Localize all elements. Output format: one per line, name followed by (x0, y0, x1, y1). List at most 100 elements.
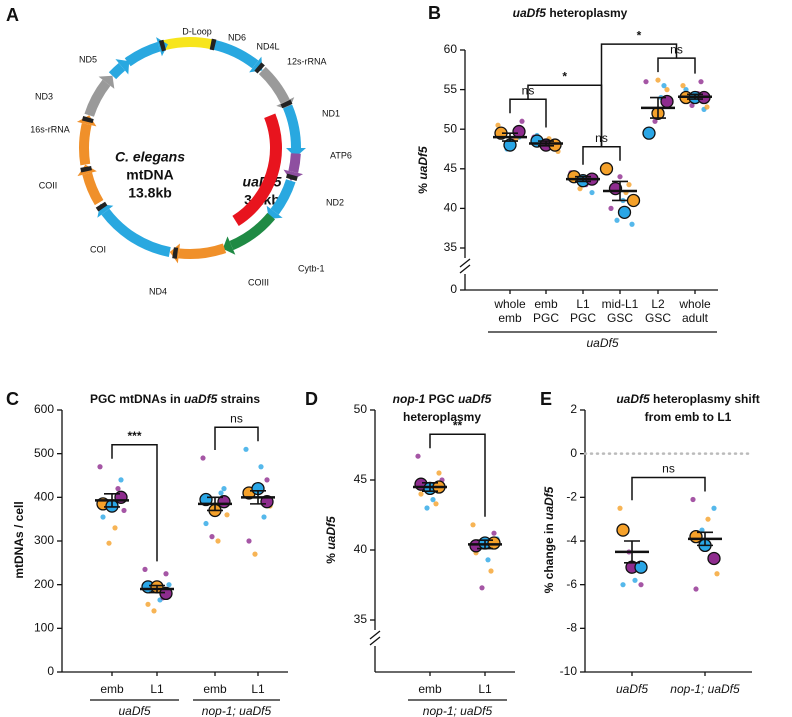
replicate-dot (614, 217, 620, 223)
replicate-dot (252, 551, 258, 557)
y-tick-label: 600 (34, 402, 54, 416)
error-bar (207, 496, 223, 512)
replicate-dot (690, 496, 696, 503)
error-bar (477, 539, 493, 550)
y-tick-label: 55 (444, 82, 458, 96)
chart-title-part: strains (217, 392, 260, 406)
gene-arrowhead (283, 169, 304, 181)
replicate-dot (704, 104, 710, 110)
error-bar (250, 489, 266, 505)
gene-arc (229, 212, 276, 251)
chart-title-part: heteroplasmy (403, 410, 481, 424)
x-tick-label: L2 (651, 297, 665, 311)
gene-label: ATP6 (330, 150, 352, 160)
replicate-dot (626, 182, 632, 188)
y-tick-label: 40 (354, 542, 368, 556)
y-tick-label: 200 (34, 577, 54, 591)
replicate-dot (693, 586, 699, 592)
gene-label: 16s-rRNA (30, 124, 70, 134)
replicate-dot (424, 505, 430, 511)
replicate-dot (683, 87, 689, 93)
error-bar (538, 140, 554, 147)
error-bar (697, 531, 713, 547)
x-tick-label: emb (100, 682, 124, 696)
gene-arc (288, 153, 301, 173)
replicate-dot (711, 505, 717, 511)
significance-bracket (111, 444, 158, 562)
axis-break (459, 258, 471, 268)
group-label: uaDf5 (586, 336, 618, 350)
mean-replicate-dot (642, 126, 656, 140)
chart-title-part: from emb to L1 (645, 410, 732, 424)
gene-label: ND1 (322, 108, 340, 118)
mean-replicate-dot (626, 193, 641, 208)
significance-label: *** (127, 429, 141, 443)
replicate-dot (200, 455, 206, 461)
y-tick-label: 50 (354, 402, 368, 416)
replicate-dot (215, 538, 221, 544)
replicate-dot (664, 87, 670, 93)
y-axis-label-part: uaDf5 (324, 516, 338, 550)
gene-boundary (209, 38, 217, 51)
y-tick-label: 0 (47, 664, 54, 678)
gene-arc (108, 62, 126, 80)
error-bar (422, 482, 438, 492)
panel-label: C (6, 389, 19, 409)
replicate-dot (652, 118, 658, 124)
x-tick-label: emb (498, 311, 522, 325)
y-tick-label: 45 (444, 161, 458, 175)
y-tick-label: 40 (444, 201, 458, 215)
replicate-dot (620, 582, 626, 588)
y-tick-label: 100 (34, 621, 54, 635)
replicate-dot (203, 520, 209, 527)
replicate-dot (705, 516, 711, 522)
replicate-dot (243, 446, 249, 452)
x-tick-label: adult (682, 311, 709, 325)
gene-label: ND2 (326, 197, 344, 207)
gene-arc (101, 208, 171, 257)
y-tick-label: 0 (450, 282, 457, 296)
gene-label: Cytb-1 (298, 263, 325, 273)
replicate-dot (415, 453, 421, 459)
mean-replicate-dot (634, 560, 648, 574)
replicate-dot (115, 486, 121, 492)
replicate-dot (151, 608, 157, 614)
y-axis-label-part: % (416, 180, 430, 194)
error-bar (624, 540, 640, 564)
x-tick-label: L1 (576, 297, 590, 311)
mean-replicate-dot (707, 551, 721, 566)
group-label: uaDf5 (118, 704, 150, 717)
y-axis-label: mtDNAs / cell (12, 501, 26, 578)
chart-title-part: uaDf5 (616, 392, 650, 406)
replicate-dot (430, 497, 436, 503)
mean-replicate-dot (260, 495, 274, 509)
replicate-dot (112, 525, 118, 531)
gene-label: ND6 (228, 32, 246, 42)
y-tick-label: 35 (354, 612, 368, 626)
y-tick-label: -4 (566, 533, 577, 547)
significance-label: ns (662, 462, 675, 476)
replicate-dot (698, 79, 704, 85)
replicate-dot (258, 464, 264, 470)
chart-title-part: heteroplasmy shift (650, 392, 760, 406)
significance-bracket (631, 476, 706, 501)
x-tick-label: GSC (607, 311, 633, 325)
mean-replicate-dot (159, 586, 173, 601)
panel-label: A (6, 5, 19, 25)
replicate-dot (97, 464, 103, 470)
y-tick-label: -10 (560, 664, 578, 678)
gene-arc (124, 41, 161, 67)
gene-boundary (285, 173, 298, 181)
replicate-dot (617, 174, 623, 180)
mean-replicate-dot (599, 162, 614, 176)
x-tick-label: emb (418, 682, 442, 696)
x-tick-label: uaDf5 (616, 682, 648, 696)
significance-label: ns (230, 411, 243, 425)
gene-arrowhead (286, 148, 306, 158)
y-tick-label: 50 (444, 121, 458, 135)
x-tick-label: whole (678, 297, 711, 311)
replicate-dot (589, 189, 595, 196)
chart-title-part: heteroplasmy (546, 6, 628, 20)
replicate-dot (638, 582, 644, 588)
